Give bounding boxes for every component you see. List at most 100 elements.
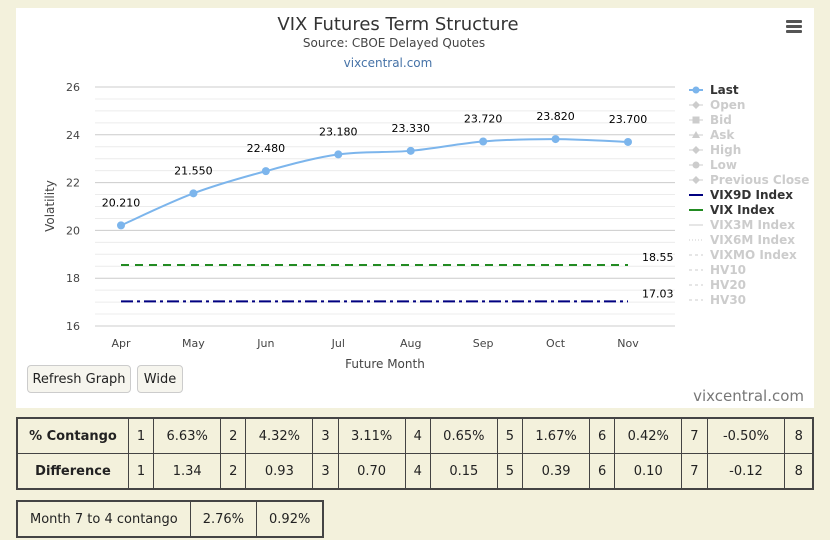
- month-index-cell: 2: [220, 417, 247, 454]
- last-data-label: 23.820: [536, 110, 575, 123]
- month-index-cell: 1: [127, 417, 155, 454]
- row-label: Difference: [16, 453, 129, 490]
- last-data-point: [624, 137, 632, 146]
- last-data-point: [189, 189, 198, 198]
- month-index-cell: 4: [404, 453, 431, 490]
- last-data-label: 23.180: [319, 125, 358, 138]
- y-tick-label: 26: [66, 81, 80, 94]
- value-cell: 0.70: [337, 453, 406, 490]
- vix-index-label: 18.55: [642, 251, 674, 264]
- legend-marker: [692, 101, 700, 109]
- table-row: % Contango 1 6.63% 2 4.32% 3 3.11% 4 0.65% 5 1.67%…: [16, 417, 814, 454]
- y-tick-label: 24: [66, 129, 80, 142]
- month-index-cell: 7: [681, 453, 708, 490]
- value-cell: 0.93: [245, 453, 314, 490]
- legend-item-label: VIX Index: [710, 203, 775, 217]
- legend-item-label: Bid: [710, 113, 732, 127]
- month-index-cell: 3: [312, 417, 339, 454]
- last-data-label: 23.330: [391, 122, 430, 135]
- month-index-cell: 5: [496, 453, 524, 490]
- table-row: Month 7 to 4 contango 2.76% 0.92%: [16, 500, 324, 538]
- legend-item-label: HV30: [710, 293, 746, 307]
- chart-subtitle: Source: CBOE Delayed Quotes: [303, 36, 485, 50]
- month-index-cell: 6: [589, 453, 616, 490]
- legend-item-label: Low: [710, 158, 737, 172]
- month-index-cell: 6: [589, 417, 616, 454]
- value-cell: 0.15: [429, 453, 498, 490]
- last-data-point: [334, 150, 343, 159]
- x-tick-label: Jul: [331, 337, 345, 350]
- legend-marker: [692, 176, 700, 184]
- x-tick-label: Jun: [256, 337, 274, 350]
- y-tick-label: 22: [66, 177, 80, 190]
- value-cell: 1.67%: [522, 417, 591, 454]
- last-data-label: 21.550: [174, 164, 213, 177]
- last-data-label: 23.700: [609, 113, 648, 126]
- month-contango-value-2: 0.92%: [256, 500, 324, 538]
- value-cell: 1.34: [153, 453, 222, 490]
- last-data-label: 22.480: [247, 142, 286, 155]
- y-tick-label: 16: [66, 320, 80, 333]
- legend-marker: [692, 146, 700, 154]
- value-cell: 6.63%: [153, 417, 222, 454]
- x-tick-label: Aug: [400, 337, 421, 350]
- last-data-point: [117, 221, 125, 230]
- value-cell: 4.32%: [245, 417, 314, 454]
- month-contango-value-1: 2.76%: [189, 500, 258, 538]
- chart-panel: VIX Futures Term Structure Source: CBOE D…: [16, 8, 814, 408]
- month-index-cell: 5: [496, 417, 524, 454]
- value-cell: 0.65%: [429, 417, 498, 454]
- value-cell: -0.12: [706, 453, 786, 490]
- chart-title: VIX Futures Term Structure: [277, 14, 518, 35]
- month-index-cell: 2: [220, 453, 247, 490]
- refresh-graph-button[interactable]: Refresh Graph: [27, 365, 131, 393]
- table-row: Difference 1 1.34 2 0.93 3 0.70 4 0.15 5 0.39 6 0.10…: [16, 453, 814, 490]
- month-index-cell: 4: [404, 417, 431, 454]
- month-index-cell: 7: [681, 417, 708, 454]
- x-axis-title: Future Month: [345, 357, 425, 371]
- value-cell: -0.50%: [706, 417, 786, 454]
- month-contango-label: Month 7 to 4 contango: [16, 500, 191, 538]
- y-tick-label: 20: [66, 224, 80, 237]
- x-tick-label: Oct: [546, 337, 566, 350]
- watermark: vixcentral.com: [693, 387, 804, 405]
- legend-item-label: VIX9D Index: [710, 188, 793, 202]
- legend-item-label: Previous Close: [710, 173, 809, 187]
- x-tick-label: Apr: [111, 337, 131, 350]
- legend-item-label: High: [710, 143, 741, 157]
- value-cell: 0.10: [614, 453, 683, 490]
- month-contango-table: Month 7 to 4 contango 2.76% 0.92%: [16, 500, 325, 538]
- value-cell: 0.42%: [614, 417, 683, 454]
- row-label: % Contango: [16, 417, 129, 454]
- month-index-cell: 8: [784, 417, 814, 454]
- x-tick-label: May: [182, 337, 205, 350]
- legend-marker: [692, 86, 700, 94]
- month-index-cell: 3: [312, 453, 339, 490]
- legend-item-label: HV10: [710, 263, 746, 277]
- last-data-point: [261, 167, 270, 176]
- legend-item-label: Open: [710, 98, 745, 112]
- month-index-cell: 1: [127, 453, 155, 490]
- contango-table: % Contango 1 6.63% 2 4.32% 3 3.11% 4 0.65% 5 1.67%…: [16, 417, 814, 490]
- last-data-label: 23.720: [464, 112, 503, 125]
- legend-item-label: HV20: [710, 278, 746, 292]
- last-data-point: [406, 146, 415, 155]
- menu-icon[interactable]: [786, 20, 802, 34]
- legend-marker: [692, 161, 700, 169]
- legend-item-label: Last: [710, 83, 739, 97]
- wide-button[interactable]: Wide: [137, 365, 183, 393]
- value-cell: 0.39: [522, 453, 591, 490]
- value-cell: 3.11%: [337, 417, 406, 454]
- last-series-line: [120, 138, 629, 227]
- last-data-label: 20.210: [102, 196, 141, 209]
- legend-item-label: VIXMO Index: [710, 248, 797, 262]
- legend-marker: [692, 116, 700, 124]
- chart-credit: vixcentral.com: [344, 56, 433, 70]
- month-index-cell: 8: [784, 453, 814, 490]
- legend-marker: [692, 131, 700, 138]
- legend-item-label: VIX3M Index: [710, 218, 795, 232]
- last-data-point: [479, 137, 488, 146]
- vix9d-index-label: 17.03: [642, 287, 674, 300]
- y-axis-title: Volatility: [43, 180, 57, 232]
